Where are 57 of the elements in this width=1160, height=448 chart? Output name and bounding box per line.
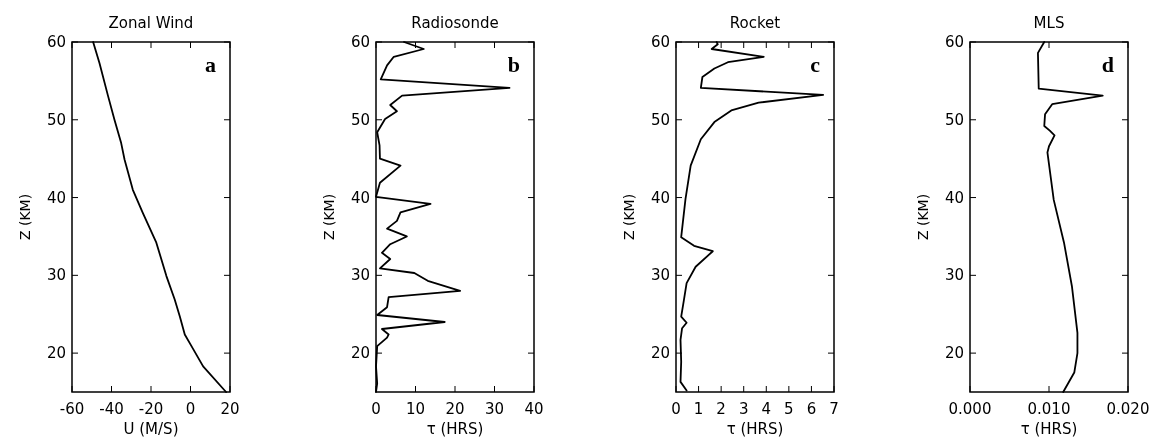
annotation: b bbox=[507, 52, 520, 77]
y-tick-label: 20 bbox=[350, 344, 370, 363]
y-tick-label: 40 bbox=[46, 188, 66, 207]
x-tick-label: 10 bbox=[405, 400, 426, 418]
x-tick-label: 6 bbox=[806, 400, 817, 418]
chart-title: Zonal Wind bbox=[108, 14, 194, 32]
y-tick-label: 60 bbox=[650, 33, 670, 51]
x-tick-label: 20 bbox=[220, 400, 240, 418]
y-tick-label: 60 bbox=[944, 33, 964, 51]
y-tick-label: 20 bbox=[46, 344, 66, 363]
x-tick-label: 0.000 bbox=[948, 400, 992, 418]
chart-title: Radiosonde bbox=[411, 14, 499, 32]
y-tick-label: 40 bbox=[650, 188, 670, 207]
y-tick-label: 30 bbox=[944, 266, 964, 285]
x-tick-label: 0 bbox=[185, 400, 196, 418]
y-tick-label: 50 bbox=[650, 110, 670, 129]
x-tick-label: 3 bbox=[738, 400, 749, 418]
x-tick-label: 30 bbox=[484, 400, 505, 418]
x-tick-label: 7 bbox=[829, 400, 839, 418]
y-tick-label: 20 bbox=[944, 344, 964, 363]
x-tick-label: 40 bbox=[524, 400, 544, 418]
annotation: d bbox=[1101, 52, 1114, 77]
annotation: c bbox=[810, 52, 821, 77]
y-tick-label: 30 bbox=[46, 266, 66, 285]
y-axis-title: Z (KM) bbox=[17, 193, 33, 241]
x-tick-label: 0 bbox=[671, 400, 681, 418]
x-tick-label: -60 bbox=[59, 400, 85, 418]
x-tick-label: 0.020 bbox=[1106, 400, 1150, 418]
x-tick-label: -40 bbox=[99, 400, 124, 418]
x-tick-label: 2 bbox=[716, 400, 726, 418]
x-tick-label: 4 bbox=[761, 400, 772, 418]
y-tick-label: 50 bbox=[46, 110, 66, 129]
y-axis-title: Z (KM) bbox=[915, 193, 931, 241]
y-tick-label: 40 bbox=[350, 188, 370, 207]
chart-title: Rocket bbox=[729, 14, 781, 32]
x-tick-label: -20 bbox=[138, 400, 164, 418]
y-tick-label: 20 bbox=[650, 344, 670, 363]
y-tick-label: 50 bbox=[944, 110, 964, 129]
y-axis-title: Z (KM) bbox=[621, 193, 637, 241]
chart-title: MLS bbox=[1033, 14, 1065, 32]
y-tick-label: 50 bbox=[350, 110, 370, 129]
x-axis-title: U (M/S) bbox=[123, 420, 179, 438]
x-axis-title: τ (HRS) bbox=[726, 420, 784, 438]
annotation: a bbox=[205, 52, 216, 77]
x-tick-label: 20 bbox=[445, 400, 465, 418]
y-tick-label: 40 bbox=[944, 188, 964, 207]
x-axis-title: τ (HRS) bbox=[1020, 420, 1078, 438]
x-tick-label: 0.010 bbox=[1027, 400, 1071, 418]
x-tick-label: 0 bbox=[371, 400, 381, 418]
y-tick-label: 60 bbox=[46, 33, 66, 51]
x-tick-label: 5 bbox=[784, 400, 794, 418]
y-tick-label: 30 bbox=[350, 266, 370, 285]
y-tick-label: 30 bbox=[650, 266, 670, 285]
x-axis-title: τ (HRS) bbox=[426, 420, 484, 438]
y-tick-label: 60 bbox=[350, 33, 370, 51]
y-axis-title: Z (KM) bbox=[321, 193, 337, 241]
x-tick-label: 1 bbox=[693, 400, 704, 418]
